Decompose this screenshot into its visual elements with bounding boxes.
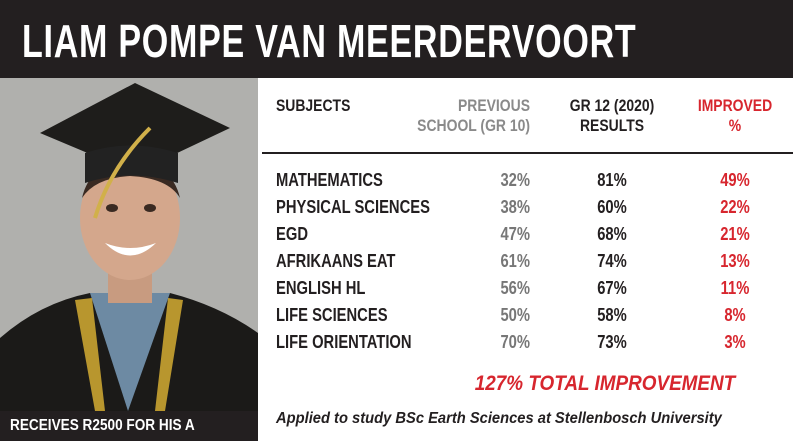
- score: 47%: [500, 224, 530, 244]
- score: 70%: [500, 332, 530, 352]
- score: 11%: [720, 278, 750, 298]
- score: 8%: [724, 305, 746, 325]
- caption-bar: [0, 411, 258, 441]
- score: 81%: [597, 170, 627, 190]
- title: LIAM POMPE VAN MEERDERVOORT: [22, 15, 637, 67]
- score: 21%: [720, 224, 750, 244]
- score: 50%: [500, 305, 530, 325]
- score: 74%: [597, 251, 627, 271]
- score: 67%: [597, 278, 627, 298]
- total-improvement: 127% TOTAL IMPROVEMENT: [474, 372, 736, 395]
- column-header: PREVIOUS SCHOOL (GR 10): [417, 96, 530, 135]
- subject: LIFE ORIENTATION: [276, 332, 412, 352]
- score: 58%: [597, 305, 627, 325]
- column-header: SUBJECTS: [276, 96, 351, 115]
- header-bar: [0, 0, 793, 78]
- separator: [262, 152, 793, 154]
- score: 38%: [500, 197, 530, 217]
- subject: PHYSICAL SCIENCES: [276, 197, 430, 217]
- subject: MATHEMATICS: [276, 170, 383, 190]
- column-header: GR 12 (2020) RESULTS: [569, 96, 655, 135]
- column-header: IMPROVED %: [697, 96, 773, 135]
- score: 61%: [500, 251, 530, 271]
- score: 56%: [500, 278, 530, 298]
- applied-note: Applied to study BSc Earth Sciences at S…: [276, 410, 722, 427]
- subject: AFRIKAANS EAT: [276, 251, 396, 271]
- subject: ENGLISH HL: [276, 278, 366, 298]
- photo: [0, 78, 258, 411]
- score: 13%: [720, 251, 750, 271]
- portrait: [0, 78, 258, 411]
- score: 32%: [500, 170, 530, 190]
- score: 49%: [720, 170, 750, 190]
- subject: LIFE SCIENCES: [276, 305, 388, 325]
- score: 22%: [720, 197, 750, 217]
- score: 3%: [724, 332, 746, 352]
- score: 60%: [597, 197, 627, 217]
- caption: RECEIVES R2500 FOR HIS A: [10, 417, 195, 434]
- subject: EGD: [276, 224, 308, 244]
- score: 68%: [597, 224, 627, 244]
- score: 73%: [597, 332, 627, 352]
